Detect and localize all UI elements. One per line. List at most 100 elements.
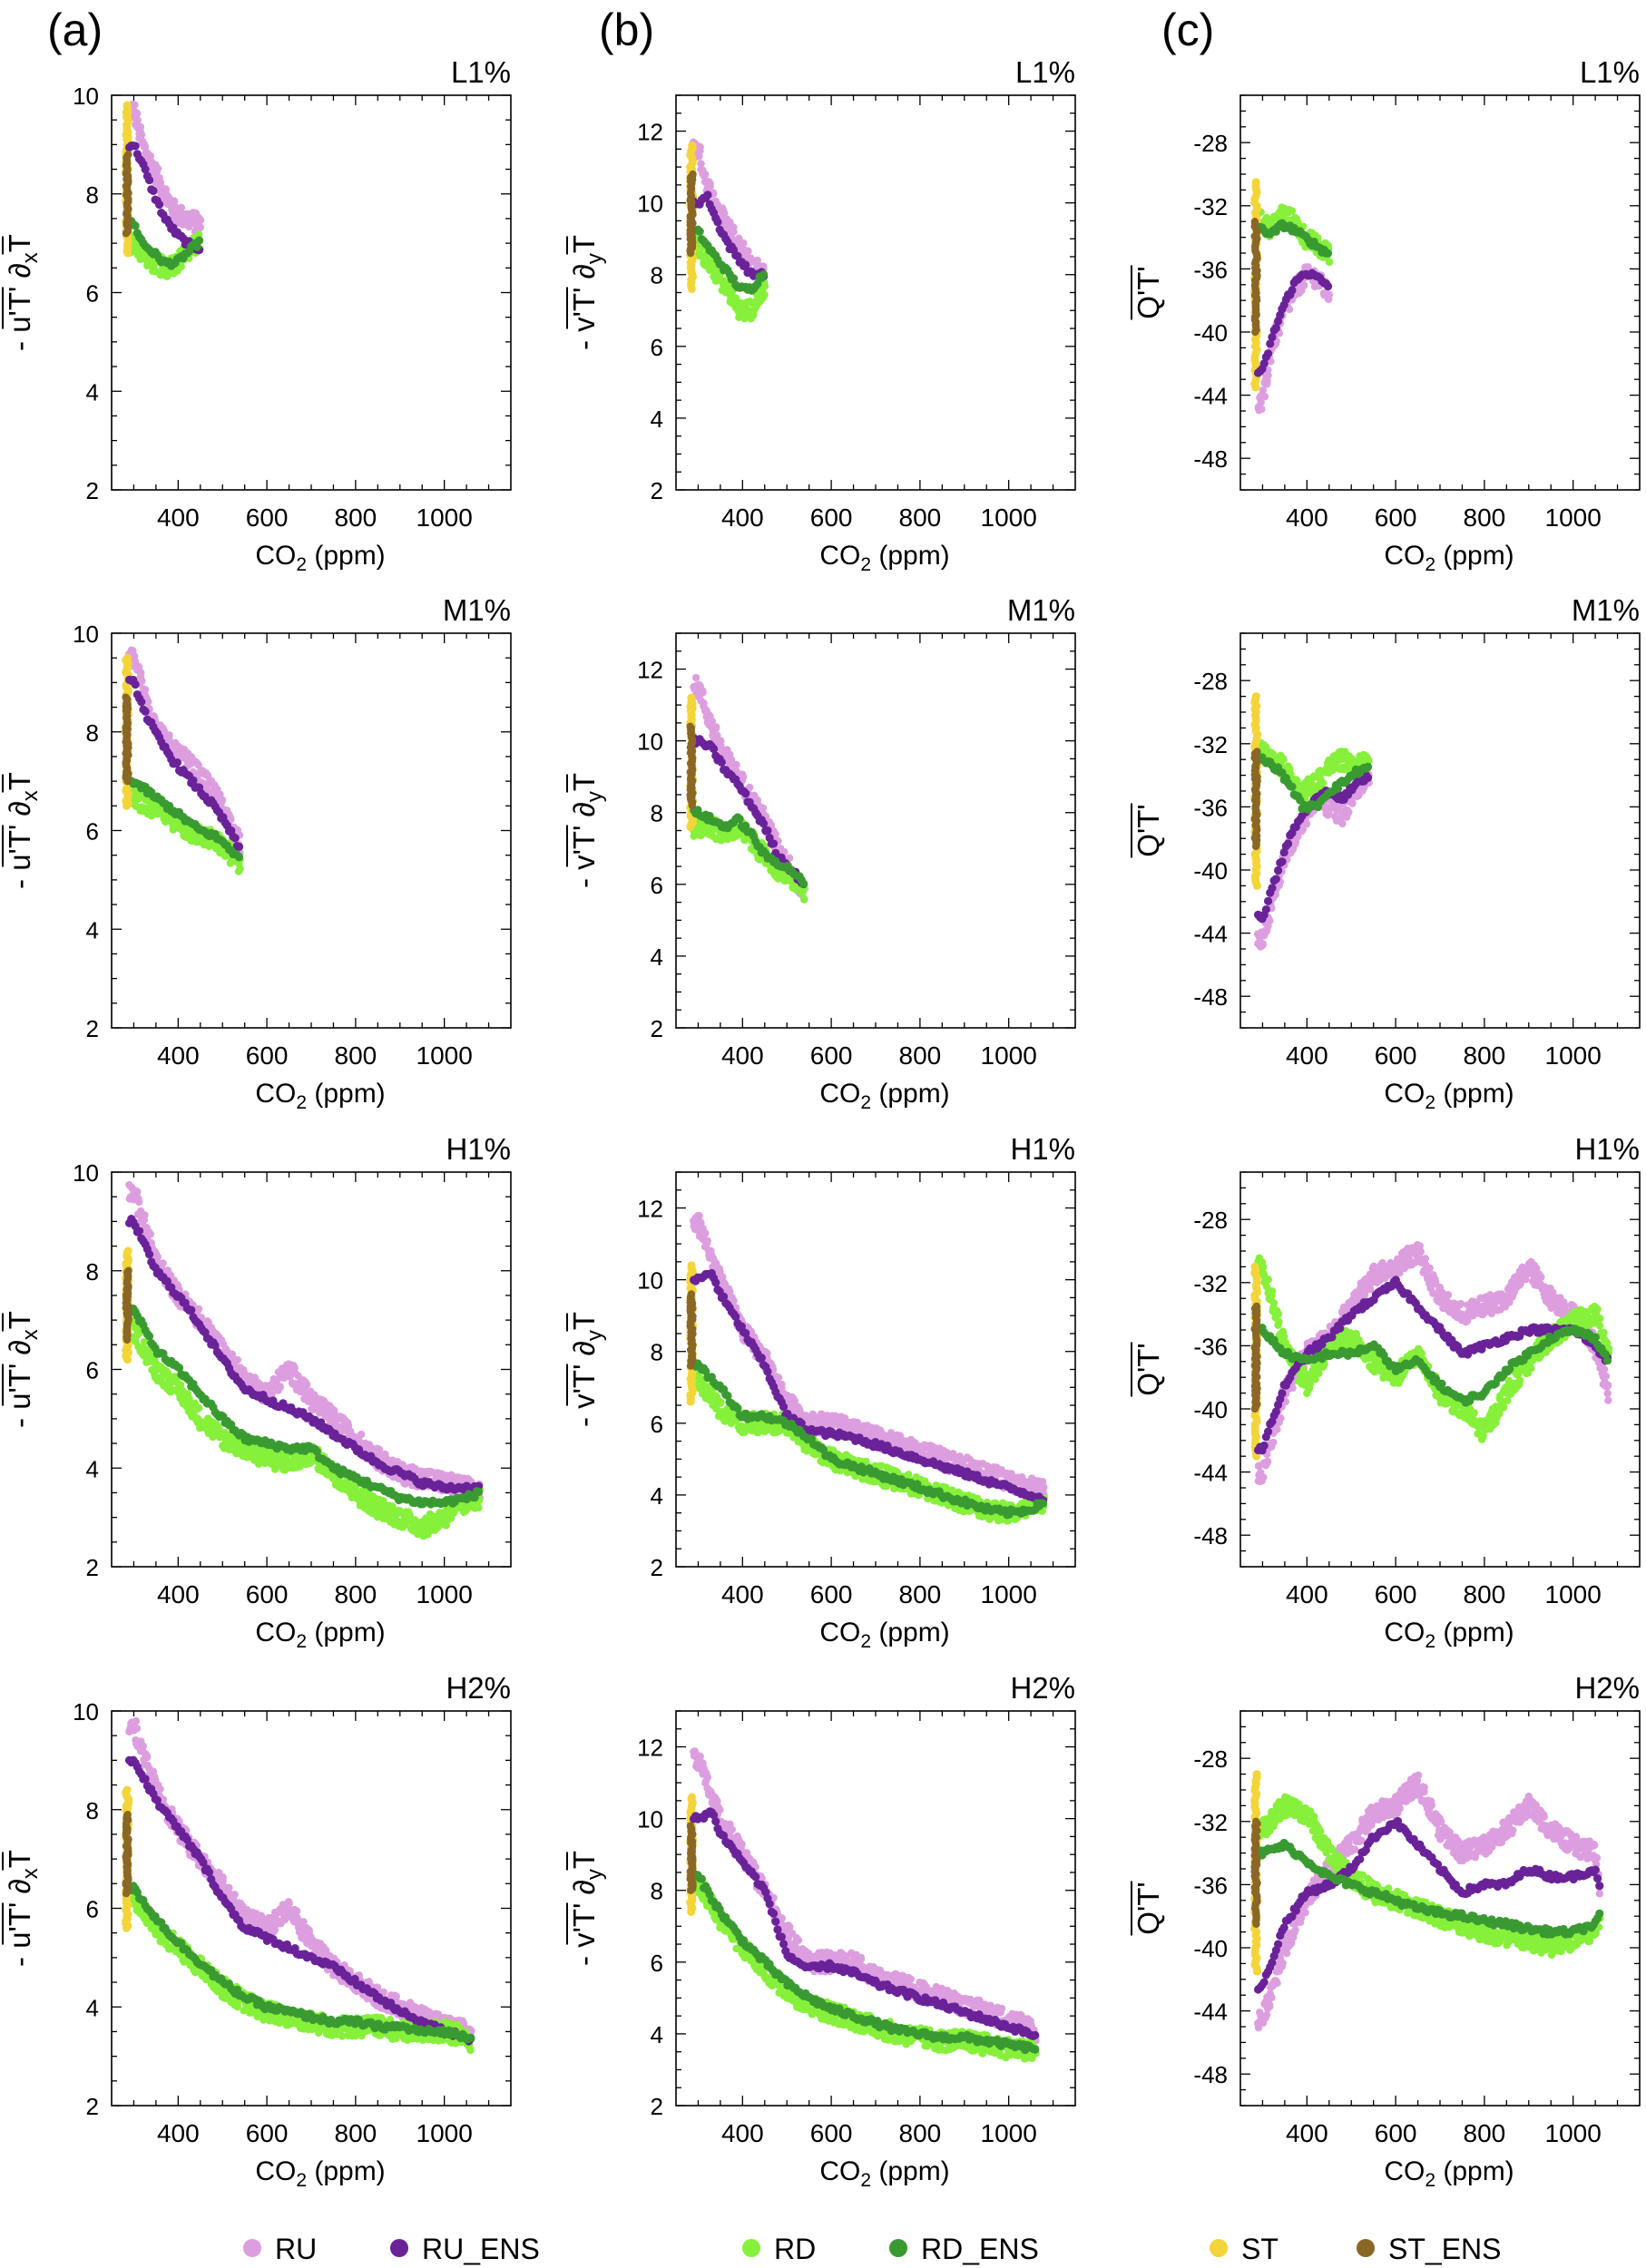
- y-tick-label: -28: [1193, 130, 1228, 157]
- panel-title: M1%: [1007, 593, 1075, 627]
- point-RD_ENS: [192, 242, 201, 251]
- y-tick-label: 10: [73, 83, 99, 110]
- point-RU: [1298, 825, 1308, 834]
- point-RU_ENS: [131, 142, 140, 151]
- y-tick-label: 2: [86, 1554, 99, 1581]
- point-RU_ENS: [733, 251, 742, 260]
- y-tick-label: 10: [637, 191, 663, 218]
- y-tick-label: 4: [651, 943, 663, 971]
- point-RD: [176, 1381, 185, 1389]
- point-RU_ENS: [1273, 865, 1283, 875]
- point-RU_ENS: [211, 1341, 220, 1350]
- point-ST: [123, 1246, 132, 1256]
- point-RD: [696, 249, 705, 258]
- point-RU_ENS: [141, 707, 150, 716]
- point-RU_ENS: [1288, 286, 1297, 295]
- y-axis-label-text: - v'T' ∂yT: [567, 773, 607, 888]
- series-RU: [125, 100, 205, 236]
- point-RU: [218, 796, 227, 805]
- point-RU_ENS: [1261, 904, 1270, 914]
- point-RU_ENS: [131, 679, 140, 689]
- y-tick-label: -44: [1193, 921, 1228, 948]
- x-tick-label: 600: [1375, 503, 1417, 532]
- y-tick-label: 4: [651, 406, 663, 433]
- point-RU: [1264, 371, 1272, 380]
- x-axis-label: CO2 (ppm): [255, 1618, 385, 1652]
- point-RU: [141, 685, 150, 694]
- point-RU_ENS: [234, 842, 244, 851]
- panel-title: M1%: [443, 593, 511, 627]
- point-ST: [1251, 692, 1260, 701]
- point-RD: [135, 1327, 143, 1335]
- point-RU: [711, 724, 720, 732]
- series-layer: [122, 646, 244, 875]
- x-tick-label: 400: [157, 1580, 200, 1608]
- x-axis-label: CO2 (ppm): [255, 541, 385, 575]
- point-RD: [388, 1502, 397, 1510]
- x-tick-label: 1000: [416, 1041, 473, 1070]
- point-RU: [303, 1381, 311, 1389]
- point-RU_ENS: [763, 826, 772, 836]
- series-layer: [686, 673, 808, 904]
- point-RU: [1265, 916, 1273, 924]
- point-RU_ENS: [187, 1305, 196, 1315]
- point-RD_ENS: [194, 236, 204, 245]
- point-RU: [141, 142, 150, 152]
- point-RU: [739, 773, 748, 781]
- point-RU: [700, 699, 708, 708]
- point-RU_ENS: [1259, 359, 1269, 368]
- point-RD: [800, 895, 808, 904]
- series-RD_ENS: [1253, 752, 1373, 814]
- point-RU: [196, 216, 205, 224]
- y-tick-label: 12: [637, 119, 663, 146]
- x-tick-label: 800: [899, 503, 942, 532]
- point-RU: [233, 1355, 242, 1364]
- point-RU: [740, 239, 748, 248]
- point-RU: [177, 203, 186, 212]
- point-RU: [745, 783, 754, 792]
- point-RD: [1288, 207, 1297, 215]
- point-RU_ENS: [1323, 281, 1333, 291]
- point-RD: [760, 282, 769, 290]
- point-RU: [268, 1390, 276, 1399]
- point-RD: [236, 865, 244, 873]
- x-tick-label: 400: [721, 503, 764, 532]
- point-RU: [138, 677, 146, 685]
- y-tick-label: 6: [86, 818, 99, 846]
- point-RU: [133, 116, 142, 124]
- y-tick-label: -40: [1193, 857, 1228, 885]
- plot-frame: [111, 94, 512, 491]
- y-axis-label: Q'T': [1131, 265, 1165, 320]
- point-RU: [137, 131, 146, 139]
- point-RU: [134, 1198, 143, 1207]
- point-RU_ENS: [172, 758, 181, 767]
- point-RU: [131, 101, 139, 109]
- panel-b_M1: 400 600 800 1000 CO2 (ppm) 2 4 6 8 10 12 M1% - v'T' …: [566, 593, 1076, 1113]
- x-tick-label: 800: [1464, 503, 1506, 532]
- point-RU: [357, 1430, 366, 1439]
- point-RU: [708, 718, 717, 726]
- point-RD: [760, 290, 769, 299]
- point-RU_ENS: [1263, 896, 1273, 905]
- point-RU_ENS: [1271, 323, 1280, 333]
- point-RU_ENS: [717, 758, 726, 767]
- series-RD_ENS: [689, 806, 808, 888]
- y-tick-label: 8: [86, 181, 99, 209]
- y-axis-label: - v'T' ∂yT: [566, 773, 607, 888]
- x-tick-label: 600: [810, 503, 853, 532]
- point-RU: [171, 202, 180, 210]
- y-tick-label: 4: [86, 916, 99, 943]
- point-ST: [122, 653, 132, 662]
- point-RU: [1300, 281, 1308, 289]
- y-axis-label-text: Q'T': [1132, 266, 1165, 318]
- point-RD_ENS: [753, 279, 762, 288]
- x-axis-label: CO2 (ppm): [1384, 541, 1514, 575]
- x-axis-label: CO2 (ppm): [819, 1079, 949, 1113]
- y-tick-label: 4: [86, 378, 99, 406]
- point-ST_ENS: [689, 170, 697, 179]
- point-RU: [194, 761, 203, 769]
- panel-title: M1%: [1572, 593, 1640, 627]
- y-tick-label: -40: [1193, 319, 1228, 347]
- point-RD_ENS: [131, 221, 140, 230]
- point-RU: [697, 160, 705, 168]
